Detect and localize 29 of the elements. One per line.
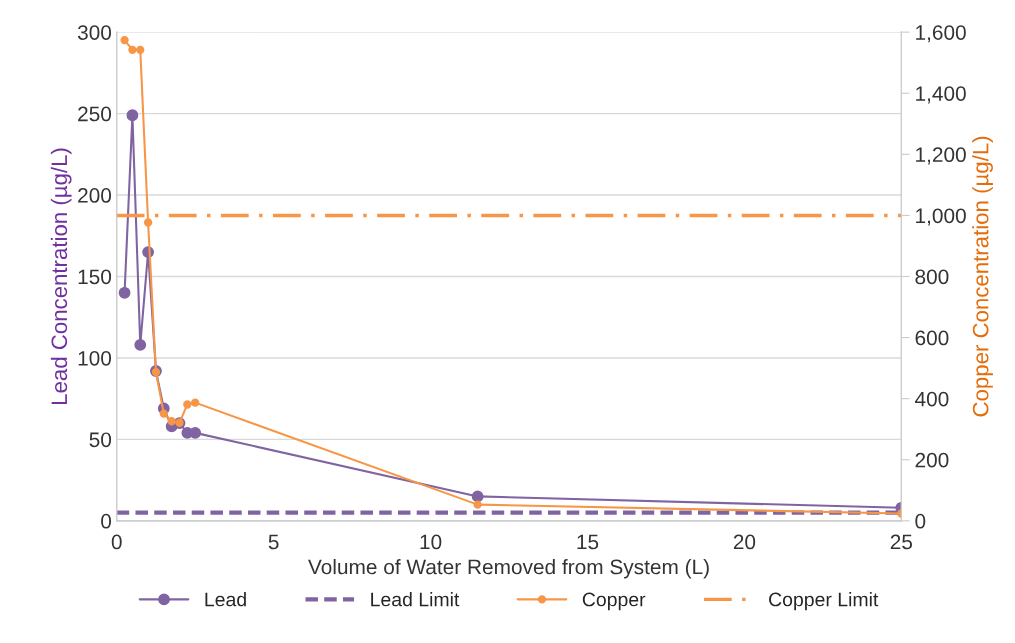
legend-label: Lead — [205, 592, 246, 607]
y-tick-label: 250 — [78, 106, 112, 122]
y2-tick-label: 1,400 — [916, 86, 966, 104]
x-tick-label: 15 — [577, 534, 599, 550]
y2-tick-label: 1,200 — [916, 147, 966, 165]
legend-label: Copper Limit — [769, 592, 879, 611]
y-tick-label: 300 — [77, 25, 112, 40]
y2-tick-label: 1,600 — [916, 25, 966, 43]
x-axis-title: Volume of Water Removed from System (L) — [308, 559, 709, 579]
x-tick-label: 5 — [268, 534, 279, 550]
y2-tick-label: 1,000 — [916, 208, 966, 226]
y2-tick-label: 400 — [914, 391, 949, 407]
y-tick-label: 100 — [78, 350, 112, 366]
legend-label: Copper — [582, 592, 646, 611]
y-tick-label: 0 — [101, 513, 112, 529]
y2-axis-title: Copper Concentration (µg/L) — [972, 136, 993, 417]
y-axis-title: Lead Concentration (µg/L) — [50, 148, 72, 404]
x-tick-label: 25 — [890, 534, 913, 550]
y2-tick-label: 0 — [915, 513, 926, 529]
x-tick-label: 20 — [733, 534, 756, 550]
y-tick-label: 150 — [78, 269, 112, 285]
y2-tick-label: 200 — [915, 452, 949, 468]
y2-tick-label: 800 — [915, 269, 949, 285]
x-tick-label: 10 — [420, 534, 442, 550]
y-tick-label: 50 — [89, 432, 112, 448]
y2-tick-label: 600 — [915, 330, 949, 346]
x-tick-label: 0 — [111, 534, 122, 550]
y-tick-label: 200 — [78, 188, 112, 203]
legend-label: Lead Limit — [371, 592, 460, 607]
